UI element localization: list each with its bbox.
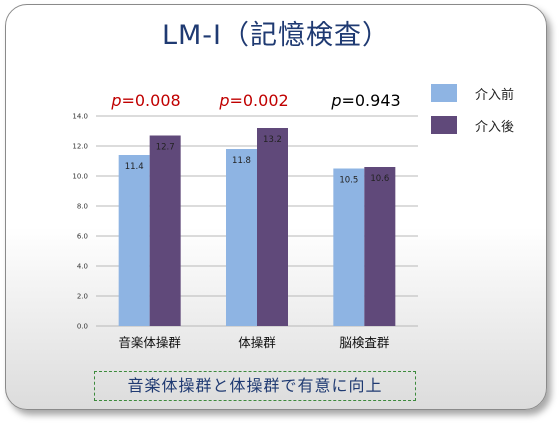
- data-label: 11.8: [232, 156, 251, 166]
- page-title: LM-I（記憶検査）: [161, 20, 391, 51]
- p-value-label: p=0.943: [311, 91, 421, 110]
- bar: [118, 155, 150, 326]
- bar: [149, 135, 181, 326]
- data-label: 10.5: [339, 176, 358, 186]
- data-label: 12.7: [156, 143, 175, 153]
- p-value-label: p=0.002: [199, 91, 309, 110]
- p-value-label: p=0.008: [91, 91, 201, 110]
- bar: [364, 167, 396, 326]
- y-tick-label: 4.0: [77, 263, 88, 271]
- bar: [333, 168, 365, 326]
- bar: [226, 149, 257, 326]
- legend-swatch: [431, 116, 457, 134]
- x-tick-label: 体操群: [238, 335, 276, 350]
- y-tick-label: 2.0: [77, 293, 88, 301]
- legend-label: 介入後: [475, 119, 515, 135]
- conclusion-box: 音楽体操群と体操群で有意に向上: [94, 371, 416, 401]
- chart-legend: 介入前 介入後: [431, 83, 514, 147]
- slide: LM-I（記憶検査） p=0.008 p=0.002 p=0.943 介入前 介…: [5, 4, 547, 410]
- p-symbol: p: [111, 91, 122, 110]
- y-tick-label: 8.0: [77, 203, 88, 211]
- legend-label: 介入前: [475, 87, 515, 103]
- y-tick-label: 10.0: [72, 173, 88, 181]
- p-value-number: =0.008: [121, 91, 181, 110]
- legend-swatch: [431, 84, 457, 102]
- data-label: 13.2: [263, 135, 282, 145]
- y-tick-label: 12.0: [72, 143, 88, 151]
- y-tick-label: 14.0: [72, 113, 88, 121]
- data-label: 11.4: [125, 162, 144, 172]
- bar: [257, 128, 288, 326]
- p-value-number: =0.943: [341, 91, 401, 110]
- y-tick-label: 6.0: [77, 233, 88, 241]
- p-symbol: p: [331, 91, 342, 110]
- y-tick-label: 0.0: [77, 323, 88, 331]
- p-value-number: =0.002: [229, 91, 289, 110]
- legend-item: 介入後: [431, 115, 514, 135]
- bar-chart: 0.0 2.0 4.0 6.0 8.0 10.0 12.0 14.0 11.4 12.7 音楽体操群…: [72, 113, 418, 350]
- p-symbol: p: [219, 91, 230, 110]
- x-tick-label: 音楽体操群: [118, 335, 181, 350]
- legend-item: 介入前: [431, 83, 514, 103]
- data-label: 10.6: [370, 174, 389, 184]
- x-tick-label: 脳検査群: [339, 335, 390, 350]
